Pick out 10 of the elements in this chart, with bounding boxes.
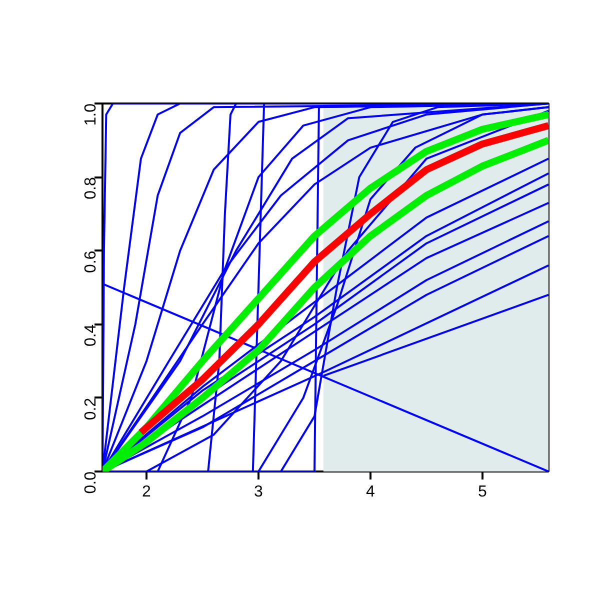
y-tick-label: 0.8: [82, 177, 100, 200]
y-tick-label: 0.6: [82, 250, 100, 273]
y-tick-label: 0.0: [82, 471, 100, 494]
y-tick-label: 0.4: [82, 324, 100, 347]
y-tick-label: 1.0: [82, 103, 100, 126]
x-tick-label: 4: [366, 484, 376, 500]
x-tick-label: 2: [142, 484, 152, 500]
x-tick-label: 5: [478, 484, 487, 500]
y-tick-label: 0.2: [82, 398, 100, 420]
x-tick-label: 3: [254, 484, 264, 500]
